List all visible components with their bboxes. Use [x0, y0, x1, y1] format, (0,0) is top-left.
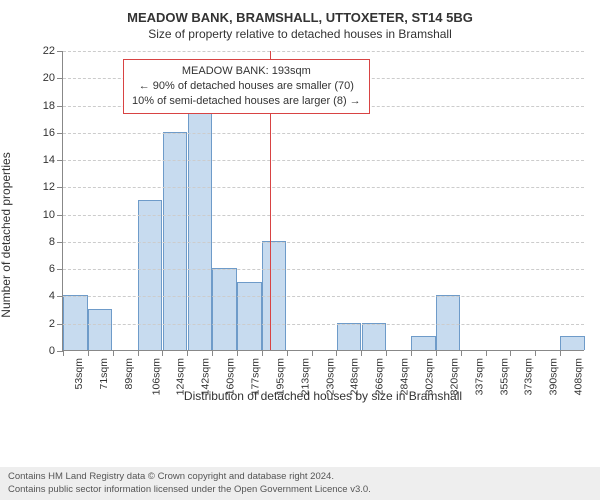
grid-line — [63, 215, 584, 216]
x-tick — [486, 350, 487, 356]
x-tick — [63, 350, 64, 356]
y-tick-label: 2 — [49, 318, 63, 330]
plot-area: 024681012141618202253sqm71sqm89sqm106sqm… — [62, 51, 584, 351]
grid-line — [63, 296, 584, 297]
bar — [411, 336, 435, 350]
x-tick — [237, 350, 238, 356]
y-tick-label: 8 — [49, 236, 63, 248]
x-tick — [162, 350, 163, 356]
bar — [337, 323, 361, 350]
y-tick-label: 4 — [49, 290, 63, 302]
x-tick — [560, 350, 561, 356]
x-tick — [336, 350, 337, 356]
x-tick — [88, 350, 89, 356]
y-tick-label: 0 — [49, 345, 63, 357]
x-tick — [262, 350, 263, 356]
x-tick — [113, 350, 114, 356]
chart-title-sub: Size of property relative to detached ho… — [10, 27, 590, 41]
y-tick-label: 12 — [43, 181, 63, 193]
x-tick-label: 89sqm — [122, 358, 134, 390]
x-tick-label: 53sqm — [73, 358, 85, 390]
chart-container: MEADOW BANK, BRAMSHALL, UTTOXETER, ST14 … — [0, 0, 600, 500]
footer: Contains HM Land Registry data © Crown c… — [0, 467, 600, 500]
chart-title-main: MEADOW BANK, BRAMSHALL, UTTOXETER, ST14 … — [10, 10, 590, 25]
annotation-line-a: ← 90% of detached houses are smaller (70… — [132, 79, 361, 94]
bar — [88, 309, 112, 350]
grid-line — [63, 160, 584, 161]
annotation-box: MEADOW BANK: 193sqm← 90% of detached hou… — [123, 59, 370, 114]
x-tick — [535, 350, 536, 356]
y-tick-label: 6 — [49, 263, 63, 275]
y-tick-label: 20 — [43, 72, 63, 84]
y-tick-label: 22 — [43, 45, 63, 57]
y-tick-label: 14 — [43, 154, 63, 166]
bar — [163, 132, 187, 350]
y-tick-label: 10 — [43, 209, 63, 221]
x-tick — [436, 350, 437, 356]
x-tick — [386, 350, 387, 356]
x-tick — [361, 350, 362, 356]
x-axis-label: Distribution of detached houses by size … — [62, 389, 584, 403]
x-tick — [138, 350, 139, 356]
x-tick — [187, 350, 188, 356]
bar — [560, 336, 584, 350]
chart-wrap: Number of detached properties 0246810121… — [10, 45, 590, 425]
grid-line — [63, 324, 584, 325]
footer-line-1: Contains HM Land Registry data © Crown c… — [8, 471, 592, 483]
bar — [262, 241, 286, 350]
x-tick — [461, 350, 462, 356]
bar — [188, 105, 212, 350]
bar — [138, 200, 162, 350]
y-tick-label: 18 — [43, 100, 63, 112]
bar — [212, 268, 236, 350]
y-axis-label: Number of detached properties — [0, 152, 13, 317]
annotation-line-b: 10% of semi-detached houses are larger (… — [132, 94, 361, 109]
x-tick — [212, 350, 213, 356]
grid-line — [63, 187, 584, 188]
bar — [237, 282, 261, 350]
y-tick-label: 16 — [43, 127, 63, 139]
x-tick — [510, 350, 511, 356]
x-tick — [411, 350, 412, 356]
x-tick-label: 71sqm — [98, 358, 110, 390]
grid-line — [63, 242, 584, 243]
annotation-title: MEADOW BANK: 193sqm — [132, 64, 361, 79]
footer-line-2: Contains public sector information licen… — [8, 484, 592, 496]
grid-line — [63, 51, 584, 52]
grid-line — [63, 269, 584, 270]
x-tick — [312, 350, 313, 356]
grid-line — [63, 133, 584, 134]
x-tick — [287, 350, 288, 356]
bar — [362, 323, 386, 350]
